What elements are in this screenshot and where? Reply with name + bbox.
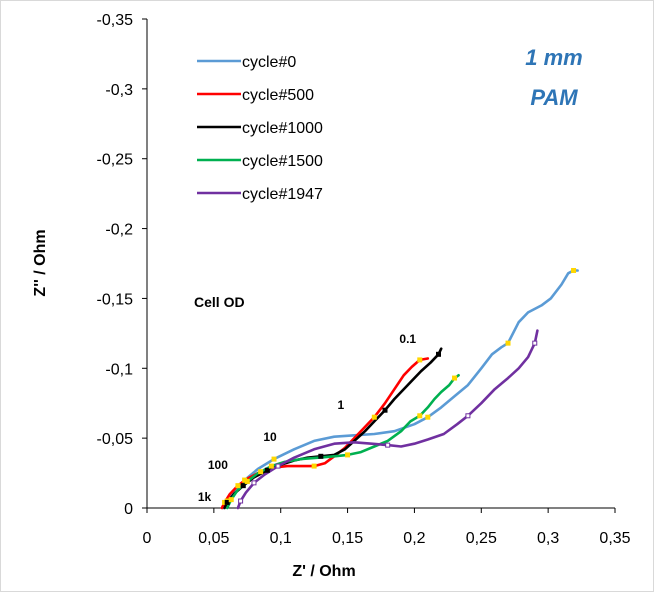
data-point-cycle-1947 [532,340,538,346]
y-tick-label: -0,3 [105,82,133,99]
marker-layer [222,267,577,505]
data-point-cycle-1947 [251,480,257,486]
x-tick-label: 0,3 [537,530,559,547]
series-line-cycle-1947 [236,329,539,510]
data-point-cycle-1947 [275,463,281,469]
data-point-cycle-1000 [240,483,246,489]
legend-entry-label: cycle#1500 [242,153,323,170]
data-point-cycle-500 [235,483,241,489]
axes-layer: 0 0,05 0,1 0,15 0,2 0,25 0,3 0,35 0 -0,05 -0,1 -0,1… [32,12,631,580]
data-point-cycle-0 [271,456,277,462]
y-tick-label: -0,05 [97,431,134,448]
series-line-cycle-1000 [223,347,443,510]
y-tick-label: -0,25 [97,152,134,169]
x-tick-label: 0,05 [198,530,229,547]
data-point-cycle-500 [311,463,317,469]
x-tick-label: 0,2 [403,530,425,547]
legend-entry-label: cycle#1000 [242,120,323,137]
data-point-cycle-1000 [382,407,388,413]
frequency-label: 100 [208,458,228,472]
data-point-cycle-1000 [224,499,230,505]
legend: cycle#0 cycle#500 cycle#1000 cycle#1500 cycl… [197,54,323,203]
y-tick-label: 0 [124,501,133,518]
legend-entry-label: cycle#500 [242,87,314,104]
x-tick-label: 0,1 [270,530,292,547]
data-point-cycle-1500 [244,478,250,484]
data-point-cycle-1500 [417,413,423,419]
data-point-cycle-1947 [238,498,244,504]
data-point-cycle-1947 [385,442,391,448]
data-point-cycle-1500 [345,452,351,458]
data-point-cycle-1000 [264,467,270,473]
label-layer: 1k 100 10 1 0.1 Cell OD 1 mm PAM [194,45,583,504]
legend-entry-label: cycle#1947 [242,186,323,203]
x-tick-label: 0 [143,530,152,547]
data-point-cycle-1000 [435,351,441,357]
x-tick-label: 0,25 [466,530,497,547]
corner-label-material: PAM [530,85,578,110]
x-axis-title: Z' / Ohm [292,563,355,580]
data-point-cycle-0 [425,414,431,420]
y-tick-label: -0,35 [97,12,134,29]
data-point-cycle-500 [258,469,264,475]
data-point-cycle-500 [371,414,377,420]
corner-label-size: 1 mm [525,45,582,70]
y-axis-title: Z'' / Ohm [32,229,49,296]
frequency-label: 0.1 [399,332,416,346]
data-point-cycle-1000 [318,453,324,459]
data-point-cycle-1500 [268,463,274,469]
data-point-cycle-500 [417,357,423,363]
data-point-cycle-1947 [465,413,471,419]
series-line-cycle-1500 [225,374,460,510]
y-tick-label: -0,2 [105,222,133,239]
legend-entry-label: cycle#0 [242,54,296,71]
data-point-cycle-0 [571,267,577,273]
frequency-label: 1k [198,490,212,504]
data-point-cycle-0 [505,340,511,346]
x-tick-label: 0,35 [599,530,630,547]
data-point-cycle-1500 [452,375,458,381]
frequency-label: 1 [338,398,345,412]
series-line-cycle-0 [221,269,579,510]
frequency-label: 10 [263,430,277,444]
cell-label: Cell OD [194,294,245,310]
y-tick-label: -0,15 [97,291,134,308]
series-layer [220,269,579,510]
data-point-cycle-1500 [228,497,234,503]
y-tick-label: -0,1 [105,361,133,378]
x-tick-label: 0,15 [332,530,363,547]
